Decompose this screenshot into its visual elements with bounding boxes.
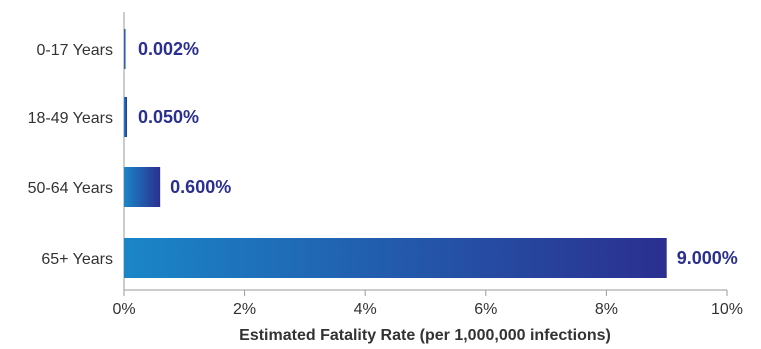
category-label-18-49-years: 18-49 Years: [28, 110, 113, 127]
x-tick-label: 4%: [354, 301, 377, 318]
bar-65-years: [124, 238, 667, 278]
data-label-50-64-years: 0.600%: [170, 177, 231, 197]
x-tick-label: 2%: [233, 301, 256, 318]
bar-50-64-years: [124, 167, 161, 207]
data-label-18-49-years: 0.050%: [138, 107, 199, 127]
category-label-65-years: 65+ Years: [41, 251, 113, 268]
bar-0-17-years: [124, 29, 126, 69]
bar-18-49-years: [124, 97, 128, 137]
x-tick-label: 0%: [112, 301, 135, 318]
x-tick-label: 10%: [711, 301, 743, 318]
category-label-0-17-years: 0-17 Years: [36, 42, 113, 59]
x-tick-label: 8%: [595, 301, 618, 318]
x-tick-label: 6%: [474, 301, 497, 318]
data-label-0-17-years: 0.002%: [138, 39, 199, 59]
bar-series: 0-17 Years 0.002% 18-49 Years 0.050% 50-64 Y…: [28, 29, 738, 278]
category-label-50-64-years: 50-64 Years: [28, 180, 113, 197]
data-label-65-years: 9.000%: [677, 248, 738, 268]
x-axis-ticks: 0% 2% 4% 6% 8% 10%: [112, 290, 743, 318]
x-axis-title: Estimated Fatality Rate (per 1,000,000 i…: [239, 327, 611, 344]
